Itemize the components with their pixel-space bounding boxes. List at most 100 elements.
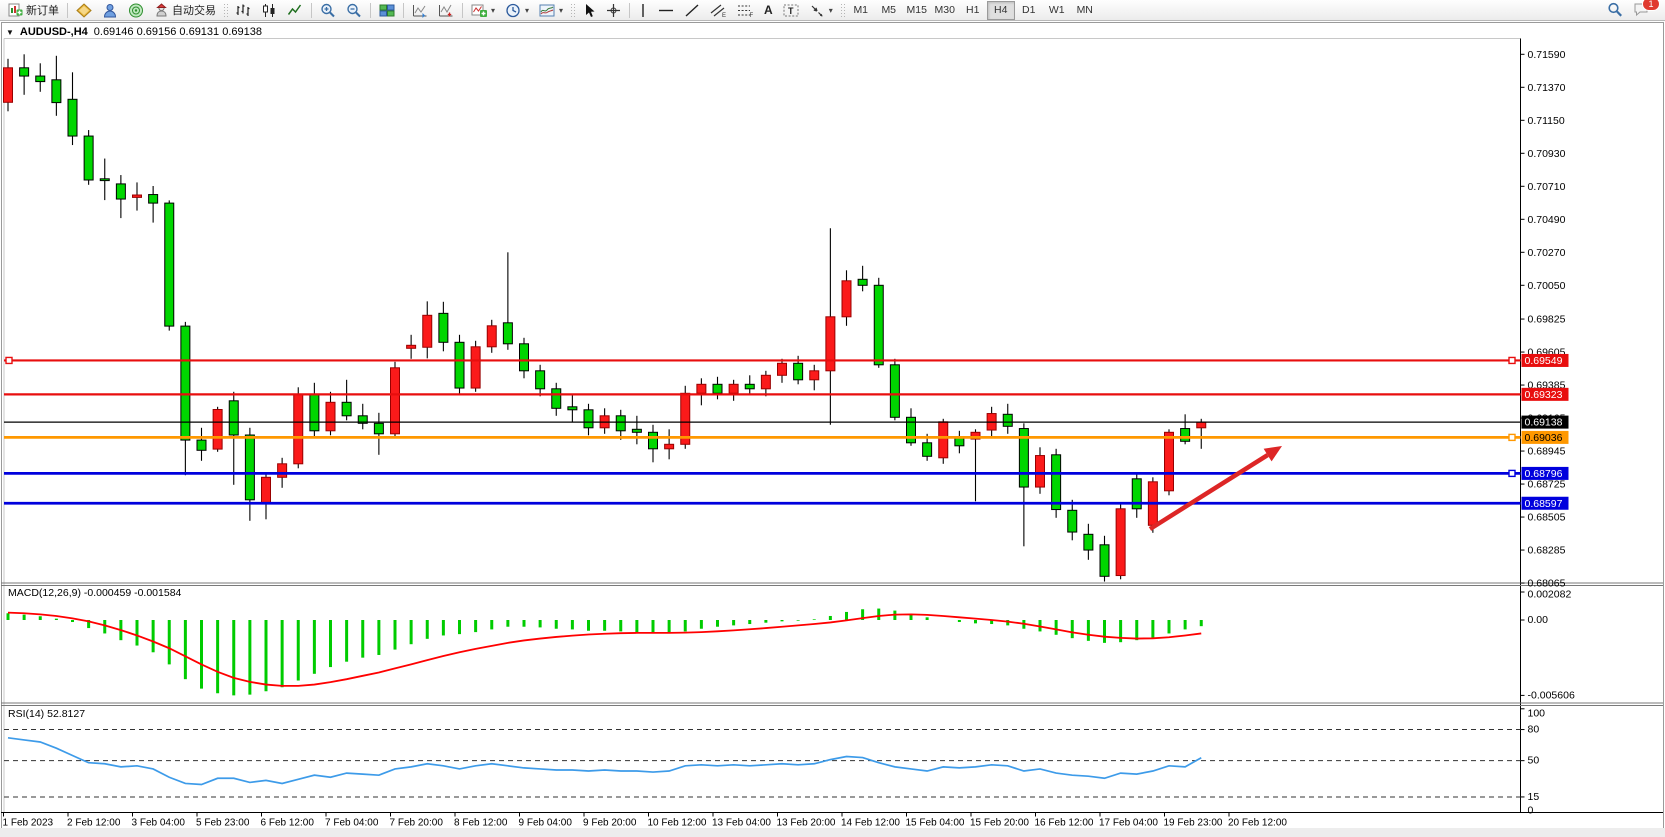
toolbar-grip (839, 2, 845, 18)
macd-panel: 0.002082 0.00 -0.005606 (6, 589, 1575, 701)
templates-dropdown-caret: ▾ (559, 5, 564, 15)
svg-text:13 Feb 20:00: 13 Feb 20:00 (777, 818, 836, 829)
svg-text:2 Feb 12:00: 2 Feb 12:00 (67, 818, 121, 829)
rsi-current-value: 52.8127 (47, 708, 86, 720)
bar-chart-button[interactable] (230, 0, 256, 20)
svg-text:0.70270: 0.70270 (1528, 247, 1566, 259)
svg-text:3 Feb 04:00: 3 Feb 04:00 (132, 818, 186, 829)
svg-text:-0.005606: -0.005606 (1528, 689, 1575, 701)
svg-text:0.70490: 0.70490 (1528, 214, 1566, 226)
svg-text:0.69825: 0.69825 (1528, 314, 1566, 326)
zoom-in-icon (321, 3, 335, 17)
fibonacci-tool-button[interactable]: F (732, 0, 759, 20)
trendline-tool-button[interactable] (679, 0, 705, 20)
candlestick-chart-button[interactable] (256, 0, 282, 20)
toolbar-grip (570, 2, 576, 18)
indicators-icon (471, 4, 487, 17)
data-window-icon (103, 3, 117, 17)
line-chart-icon (287, 4, 302, 15)
timeframe-M5[interactable]: M5 (881, 4, 897, 16)
chart-frame (1, 38, 1663, 813)
search-button[interactable] (1602, 0, 1628, 20)
timeframe-M1[interactable]: M1 (853, 4, 869, 16)
svg-text:0.70710: 0.70710 (1528, 181, 1566, 193)
new-order-icon (8, 3, 23, 17)
chart-symbol-period: AUDUSD-,H4 (19, 26, 88, 38)
vertical-line-tool-button[interactable] (633, 0, 653, 20)
svg-text:15 Feb 20:00: 15 Feb 20:00 (970, 818, 1029, 829)
timeframe-switcher: M1 M5 M15 M30 H1 H4 D1 W1 MN (847, 0, 1099, 20)
templates-button[interactable]: ▾ (534, 0, 568, 20)
svg-text:E: E (722, 13, 726, 18)
zoom-out-button[interactable] (341, 0, 367, 20)
market-watch-button[interactable] (71, 0, 97, 20)
svg-text:15 Feb 04:00: 15 Feb 04:00 (906, 818, 965, 829)
text-tool-button[interactable]: A (759, 0, 778, 20)
tile-windows-button[interactable] (374, 0, 400, 20)
templates-icon (539, 4, 555, 16)
timeframe-M15[interactable]: M15 (906, 4, 927, 16)
navigator-button[interactable] (123, 0, 149, 20)
periods-button[interactable]: ▾ (500, 0, 534, 20)
timeframe-W1[interactable]: W1 (1048, 4, 1065, 16)
macd-label: MACD(12,26,9) -0.000459 -0.001584 (8, 587, 181, 599)
toolbar-separator (370, 2, 371, 18)
periods-clock-icon (506, 3, 520, 17)
data-window-button[interactable] (97, 0, 123, 20)
toolbar-separator (629, 2, 631, 18)
timeframe-H1[interactable]: H1 (966, 4, 980, 16)
autotrading-button[interactable]: 自动交易 (149, 0, 221, 20)
arrows-tool-button[interactable]: ▾ (804, 0, 838, 20)
svg-text:16 Feb 12:00: 16 Feb 12:00 (1035, 818, 1094, 829)
channel-tool-button[interactable]: E (705, 0, 732, 20)
chart-shift-icon (439, 4, 453, 16)
svg-text:13 Feb 04:00: 13 Feb 04:00 (712, 818, 771, 829)
svg-text:0.68725: 0.68725 (1528, 479, 1566, 491)
indicators-button[interactable]: ▾ (466, 0, 500, 20)
svg-text:19 Feb 23:00: 19 Feb 23:00 (1164, 818, 1223, 829)
new-order-label: 新订单 (26, 5, 59, 17)
trendline-icon (685, 3, 699, 17)
line-chart-button[interactable] (282, 0, 308, 20)
timeframe-H4[interactable]: H4 (986, 0, 1015, 20)
toolbar-separator (403, 2, 404, 18)
chart-menu-icon[interactable]: ▼ (6, 27, 14, 37)
fibonacci-icon: F (738, 5, 754, 18)
trend-arrow-annotation (1148, 446, 1282, 531)
indicators-dropdown-caret: ▾ (491, 5, 496, 15)
new-order-button[interactable]: 新订单 (3, 0, 64, 20)
svg-text:0.69036: 0.69036 (1525, 432, 1563, 444)
cursor-tool-button[interactable] (577, 0, 601, 20)
chart-ohlc-values: 0.69146 0.69156 0.69131 0.69138 (93, 26, 262, 38)
cursor-icon (586, 3, 595, 17)
text-label-tool-button[interactable]: T (778, 0, 804, 20)
timeframe-MN[interactable]: MN (1076, 4, 1093, 16)
timeframe-D1[interactable]: D1 (1022, 4, 1036, 16)
svg-text:F: F (750, 13, 754, 18)
toolbar-grip (223, 2, 228, 18)
zoom-out-icon (347, 3, 361, 17)
zoom-in-button[interactable] (315, 0, 341, 20)
toolbar-separator (311, 2, 312, 18)
arrows-icon (811, 5, 823, 16)
time-axis: 1 Feb 2023 2 Feb 12:00 3 Feb 04:00 5 Feb 23… (3, 812, 1287, 829)
toolbar-separator (462, 2, 463, 18)
vertical-line-icon (642, 3, 644, 17)
svg-text:0: 0 (1528, 805, 1534, 817)
crosshair-tool-button[interactable] (601, 0, 626, 20)
candles-layer (3, 54, 1207, 582)
chart-shift-button[interactable] (433, 0, 459, 20)
rsi-name: RSI(14) (8, 708, 45, 720)
notifications-button[interactable]: 1 (1628, 0, 1660, 20)
auto-scroll-button[interactable] (407, 0, 433, 20)
svg-text:8 Feb 12:00: 8 Feb 12:00 (454, 818, 508, 829)
notification-badge: 1 (1642, 0, 1660, 11)
macd-main-value: -0.000459 (83, 587, 132, 599)
svg-text:0.69549: 0.69549 (1525, 355, 1563, 367)
horizontal-line-tool-button[interactable] (653, 0, 679, 20)
market-watch-icon (76, 2, 92, 18)
svg-text:7 Feb 04:00: 7 Feb 04:00 (325, 818, 379, 829)
timeframe-M30[interactable]: M30 (934, 4, 955, 16)
svg-text:0.71370: 0.71370 (1528, 82, 1566, 94)
